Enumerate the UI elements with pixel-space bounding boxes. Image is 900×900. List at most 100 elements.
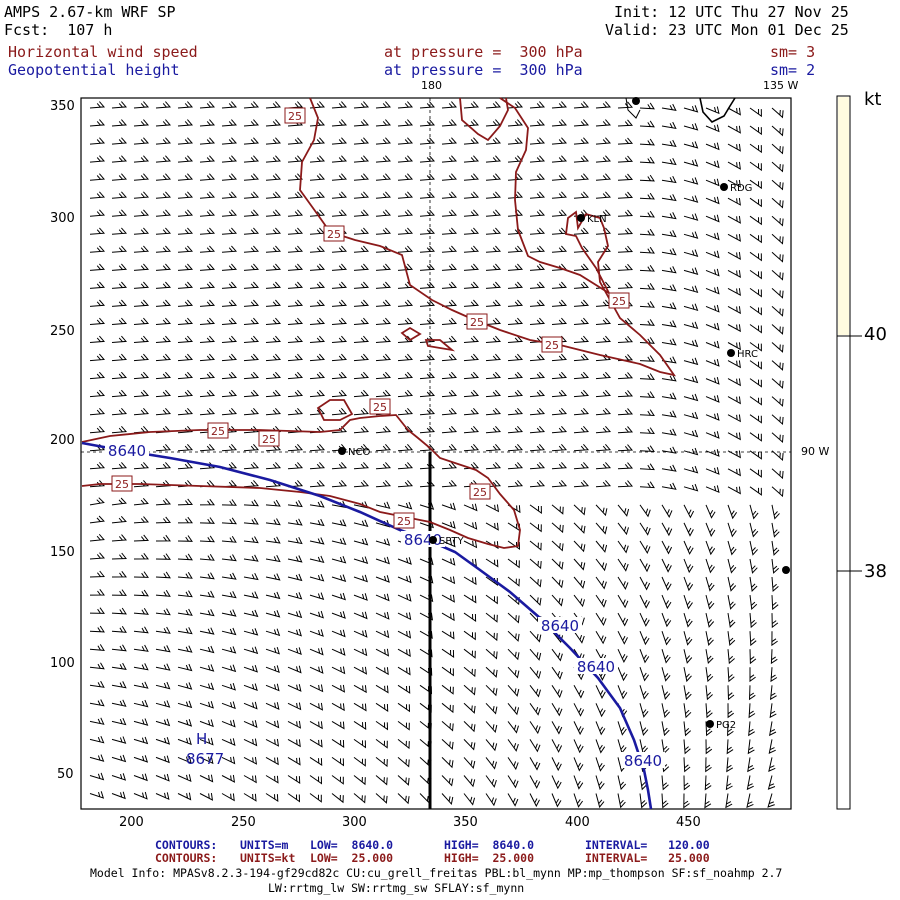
wind-barb: [177, 245, 194, 253]
wind-barb: [551, 739, 563, 753]
wind-barb: [331, 756, 345, 767]
wind-barb: [595, 462, 612, 470]
wind-barb: [727, 179, 741, 188]
wind-barb: [441, 137, 458, 145]
wind-barb: [573, 407, 590, 416]
wind-barb: [749, 667, 756, 683]
wind-barb: [265, 245, 282, 253]
wind-barb: [133, 101, 150, 109]
wind-barb: [463, 775, 476, 788]
wind-barb: [749, 504, 759, 520]
wind-barb: [727, 667, 735, 683]
wind-barb: [221, 738, 236, 746]
wind-barb: [551, 407, 568, 416]
wind-barb: [551, 389, 568, 398]
wind-barb: [375, 335, 392, 343]
wind-barb: [617, 227, 634, 235]
wind-contour-label: 25: [470, 316, 484, 329]
wind-barb: [617, 648, 628, 663]
wind-barb: [683, 429, 699, 438]
wind-barb: [727, 197, 741, 206]
wind-barb: [683, 141, 699, 149]
wind-barb: [309, 702, 324, 711]
wind-barb: [661, 504, 673, 518]
wind-barb: [287, 209, 304, 217]
wind-barb: [529, 757, 541, 771]
wind-barb: [529, 540, 542, 551]
wind-barb: [463, 407, 480, 416]
wind-barb: [749, 197, 762, 208]
wind-barb: [705, 142, 720, 151]
wind-barb: [133, 663, 149, 671]
wind-barb: [89, 209, 106, 217]
wind-barb: [705, 376, 720, 385]
wind-barb: [89, 407, 106, 416]
wind-barb: [639, 775, 648, 791]
coastline-2: [625, 97, 641, 119]
wind-barb: [705, 504, 716, 519]
wind-barb: [441, 757, 454, 769]
wind-barb: [221, 701, 236, 710]
wind-barb: [221, 517, 237, 525]
wind-barb: [155, 245, 172, 253]
wind-barb: [441, 407, 458, 416]
wind-barb: [331, 738, 345, 748]
wind-barb: [749, 342, 762, 352]
wind-barb: [155, 389, 172, 398]
wind-barb: [111, 101, 128, 109]
wind-barb: [683, 685, 692, 701]
wind-barb: [155, 299, 172, 307]
wind-barb: [397, 702, 411, 713]
wind-barb: [133, 137, 150, 145]
wind-barb: [309, 793, 322, 803]
wind-barb: [617, 281, 634, 289]
wind-barb: [309, 263, 326, 271]
field2-level: at pressure = 300 hPa: [384, 61, 583, 79]
wind-barb: [595, 576, 607, 590]
wind-barb: [463, 101, 480, 109]
wind-barb: [463, 630, 476, 641]
wind-barb: [353, 593, 368, 601]
wind-barb: [771, 504, 780, 520]
wind-barb: [397, 739, 410, 750]
wind-barb: [419, 353, 436, 362]
wind-contour-label-box: [111, 475, 133, 492]
wind-barb: [749, 305, 762, 316]
wind-barb: [595, 630, 607, 645]
wind-barb: [771, 486, 784, 498]
wind-barb: [749, 161, 762, 172]
wind-barb: [661, 446, 677, 454]
wind-barb: [243, 462, 260, 470]
wind-barb: [89, 317, 106, 325]
wind-barb: [199, 609, 215, 617]
wind-barb: [573, 281, 590, 289]
wind-barb: [89, 227, 106, 235]
wind-barb: [727, 251, 741, 261]
wind-barb: [111, 335, 128, 343]
wind-barb: [573, 263, 590, 271]
height-contour-label-bg: [105, 442, 149, 458]
wind-barb: [529, 353, 546, 362]
wind-barb: [89, 335, 106, 343]
wind-barb: [89, 791, 105, 799]
wind-barb: [771, 342, 784, 353]
wind-barb: [771, 107, 784, 119]
wind-barb: [441, 353, 458, 362]
wind-barb: [375, 317, 392, 325]
wind-barb: [573, 522, 586, 534]
wind-barb: [309, 555, 325, 564]
wind-barb: [133, 335, 150, 343]
wind-contour-label-box: [258, 430, 280, 447]
wind-barb: [617, 155, 634, 163]
wind-barb: [639, 504, 651, 518]
wind-barb: [111, 119, 128, 127]
wind-barb: [155, 553, 171, 560]
wind-barb: [177, 755, 192, 764]
wind-barb: [573, 119, 590, 127]
wind-barb: [111, 462, 128, 470]
wind-barb: [133, 191, 150, 199]
wind-barb: [243, 245, 260, 253]
wind-barb: [705, 522, 716, 537]
wind-barb: [617, 685, 628, 700]
wind-barb: [771, 233, 784, 245]
